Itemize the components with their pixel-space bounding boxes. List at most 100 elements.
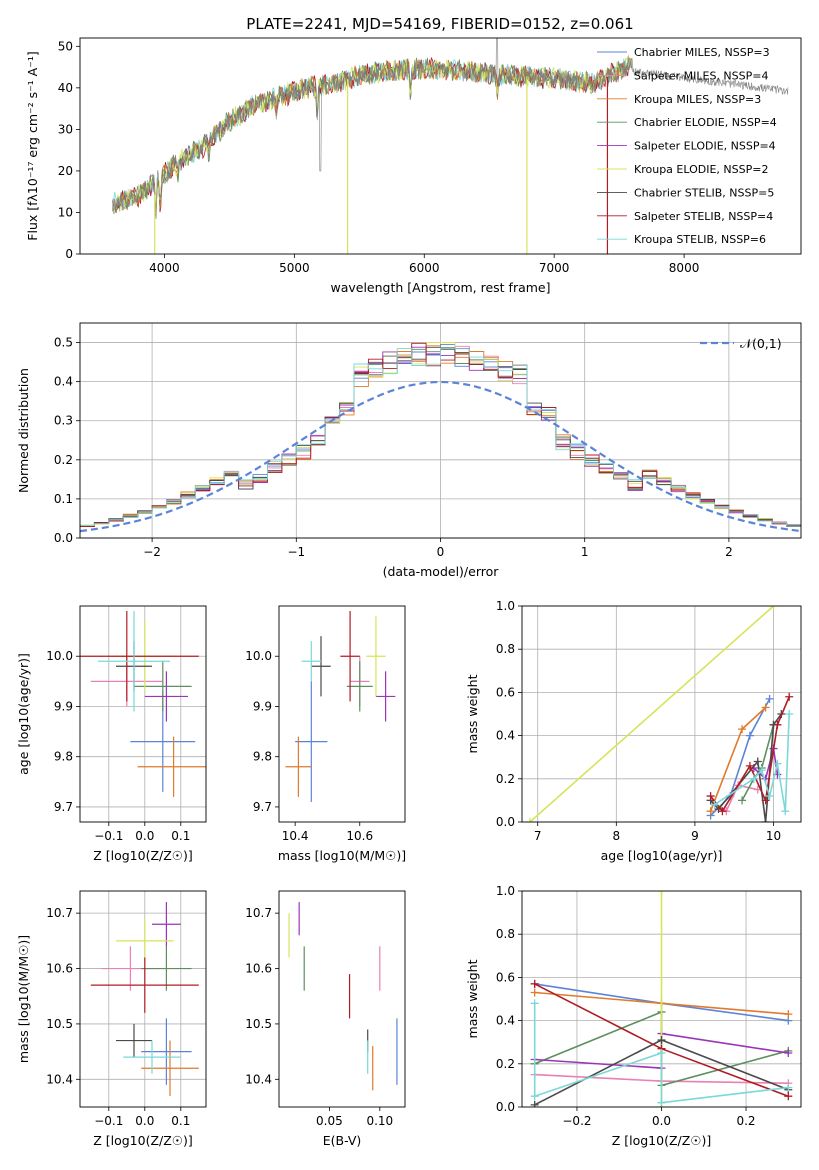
plot-area-age-vs-Z — [80, 611, 206, 797]
y-tick-label: 9.9 — [253, 699, 272, 713]
legend: 𝒩(0,1) — [700, 336, 782, 351]
series-marker — [530, 979, 539, 988]
errorbar-point — [375, 671, 396, 722]
errorbar-point — [152, 902, 181, 947]
errorbar-point — [141, 1018, 192, 1085]
series-marker — [738, 796, 747, 805]
x-tick-label: 8 — [612, 829, 620, 843]
axes-mass-weight-vs-age: 7 8 9 10 0.0 0.2 0.4 0.6 0.8 1.0 age [log10(age/yr… — [465, 599, 801, 863]
x-tick-label: −2 — [143, 545, 161, 559]
plot-area-residual-hist — [80, 342, 801, 538]
plot-area-mass-weight-vs-age — [525, 606, 794, 822]
series-marker — [657, 891, 666, 895]
legend-entry: Kroupa MILES, NSSP=3 — [634, 93, 761, 106]
x-tick-label: 10.6 — [346, 829, 373, 843]
x-tick-label: −0.1 — [94, 829, 123, 843]
legend-entry: Chabrier STELIB, NSSP=5 — [634, 186, 774, 199]
legend-entry: Kroupa STELIB, NSSP=6 — [634, 233, 766, 246]
series-marker — [657, 1036, 666, 1045]
y-tick-label: 0.4 — [496, 729, 515, 743]
series-marker — [773, 759, 782, 768]
axes-frame — [521, 605, 802, 823]
series-marker — [749, 774, 758, 783]
errorbar-point — [123, 1040, 181, 1074]
errorbar-point — [340, 611, 360, 702]
x-tick-label: 6000 — [409, 261, 440, 275]
y-tick-label: 0 — [65, 247, 73, 261]
y-axis-label: age [log10(age/yr)] — [16, 653, 31, 775]
errorbar-point — [141, 1040, 199, 1096]
errorbar-point — [137, 736, 206, 797]
errorbar-point — [90, 957, 199, 1013]
x-tick-label: 8000 — [669, 261, 700, 275]
y-tick-label: 0.4 — [496, 1014, 515, 1028]
y-axis-label: mass weight — [465, 674, 480, 753]
series-marker — [745, 731, 754, 740]
series-marker — [773, 720, 782, 729]
y-tick-label: 9.7 — [253, 800, 272, 814]
y-tick-label: 20 — [58, 164, 73, 178]
y-tick-label: 0.0 — [54, 531, 73, 545]
series-marker — [706, 807, 715, 816]
normal-reference-curve — [80, 380, 801, 533]
legend-entry: Salpeter STELIB, NSSP=4 — [634, 210, 773, 223]
series-marker — [657, 1049, 666, 1057]
errorbar-point — [116, 918, 174, 963]
plot-area-mass-vs-ebv — [288, 902, 398, 1091]
errorbar-point — [141, 946, 192, 991]
figure-title: PLATE=2241, MJD=54169, FIBERID=0152, z=0… — [246, 15, 633, 33]
x-tick-label: 0.0 — [135, 829, 154, 843]
axes-frame — [521, 890, 802, 1108]
x-tick-label: 7 — [534, 829, 542, 843]
series-marker — [718, 807, 727, 816]
series-line-kroupa-elodie — [529, 606, 775, 822]
y-tick-label: 10.6 — [46, 962, 73, 976]
axes-frame — [79, 890, 207, 1108]
y-tick-label: 10.4 — [245, 1072, 272, 1086]
legend-entry: Chabrier ELODIE, NSSP=4 — [634, 116, 777, 129]
y-tick-label: 10.6 — [245, 962, 272, 976]
x-axis-label: Z [log10(Z/Z☉)] — [93, 1133, 193, 1148]
errorbar-point — [134, 661, 192, 712]
series-marker — [761, 818, 770, 822]
y-tick-label: 30 — [58, 122, 73, 136]
legend: Chabrier MILES, NSSP=3 Salpeter MILES, NS… — [597, 46, 777, 246]
x-axis-label: E(B-V) — [323, 1133, 362, 1148]
x-axis-label: (data-model)/error — [383, 564, 500, 579]
errorbar-point — [144, 671, 188, 722]
y-tick-label: 0.2 — [54, 453, 73, 467]
y-tick-label: 10.5 — [245, 1017, 272, 1031]
y-tick-label: 0.8 — [496, 927, 515, 941]
axes-age-vs-Z: −0.1 0.0 0.1 9.7 9.8 9.9 10.0 Z [log10(Z/Z☉)] ag… — [16, 606, 206, 863]
legend-entry: 𝒩(0,1) — [740, 336, 782, 351]
series-marker — [710, 800, 719, 809]
y-tick-label: 0.2 — [496, 1057, 515, 1071]
y-tick-label: 10.7 — [245, 906, 272, 920]
series-marker — [657, 1098, 666, 1107]
y-tick-label: 10 — [58, 205, 73, 219]
y-tick-label: 9.7 — [54, 800, 73, 814]
series-marker — [761, 703, 770, 712]
series-marker — [525, 818, 534, 822]
y-axis-label: mass [log10(M/M☉)] — [16, 935, 31, 1063]
axes-frame — [79, 37, 802, 255]
errorbar-point — [80, 611, 199, 702]
x-tick-label: 1 — [581, 545, 589, 559]
plot-area-mass-weight-vs-Z — [530, 891, 793, 1107]
series-marker — [781, 807, 790, 816]
y-axis-label: mass weight — [465, 959, 480, 1038]
x-axis-label: mass [log10(M/M☉)] — [278, 848, 406, 863]
y-tick-label: 9.8 — [253, 750, 272, 764]
legend-entry: Chabrier MILES, NSSP=3 — [634, 46, 770, 59]
errorbar-point — [366, 616, 386, 697]
series-marker — [784, 1010, 793, 1019]
x-axis-label: wavelength [Angstrom, rest frame] — [330, 280, 550, 295]
y-tick-label: 10.0 — [245, 649, 272, 663]
y-tick-label: 1.0 — [496, 599, 515, 613]
y-tick-label: 0.6 — [496, 685, 515, 699]
axes-residual-hist: −2 −1 0 1 2 0.0 0.1 0.2 0.3 0.4 0.5 (data-model)/er… — [16, 323, 801, 579]
series-marker — [530, 1092, 539, 1101]
x-tick-label: 0.0 — [135, 1114, 154, 1128]
plot-area-age-vs-mass — [285, 611, 396, 802]
axes-frame — [79, 322, 802, 539]
